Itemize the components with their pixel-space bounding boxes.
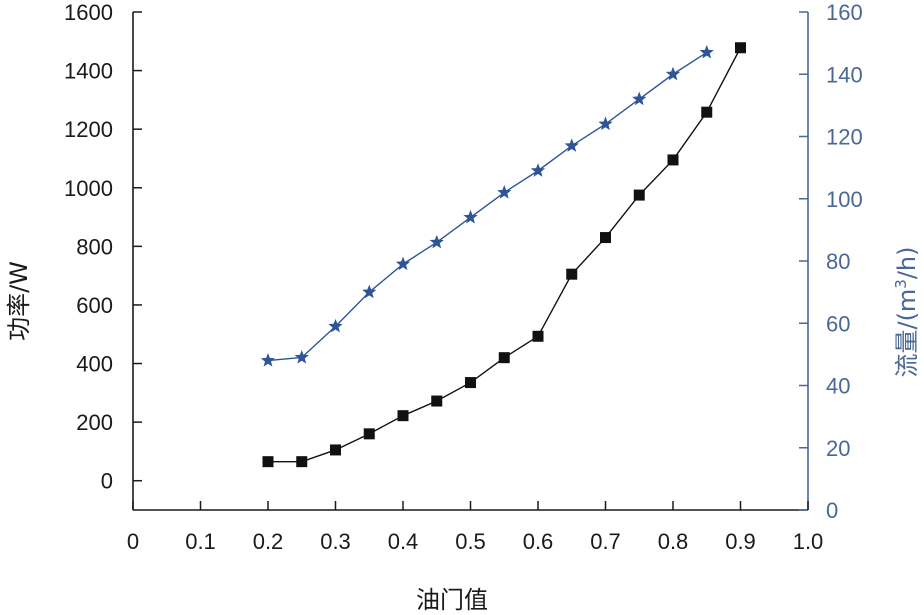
power-point bbox=[431, 395, 443, 407]
power-point bbox=[735, 42, 746, 54]
x-tick-label: 0.8 bbox=[658, 529, 689, 554]
power-point bbox=[532, 330, 544, 342]
right-tick-label: 20 bbox=[826, 436, 850, 461]
series-layer bbox=[260, 42, 746, 468]
power-point bbox=[701, 106, 713, 118]
right-axis-label: 流量/(m3/h) bbox=[892, 246, 921, 377]
power-point bbox=[296, 456, 308, 468]
right-tick-label: 100 bbox=[826, 187, 863, 212]
flow-point bbox=[665, 66, 681, 81]
power-point bbox=[397, 410, 409, 422]
power-point bbox=[465, 377, 476, 389]
left-tick-label: 600 bbox=[76, 293, 113, 318]
x-tick-label: 0.6 bbox=[523, 529, 554, 554]
power-line bbox=[268, 47, 742, 463]
flow-point bbox=[260, 353, 276, 367]
x-tick-label: 0.1 bbox=[185, 529, 216, 554]
left-tick-label: 0 bbox=[101, 469, 113, 494]
right-tick-label: 140 bbox=[826, 62, 863, 87]
flow-point bbox=[632, 91, 647, 106]
flow-point bbox=[497, 185, 512, 199]
right-tick-label: 40 bbox=[826, 374, 850, 399]
flow-point bbox=[362, 284, 377, 299]
right-tick-label: 80 bbox=[826, 249, 850, 274]
x-tick-label: 0.2 bbox=[253, 529, 284, 554]
power-point bbox=[330, 444, 341, 456]
left-tick-label: 1000 bbox=[64, 176, 113, 201]
power-point bbox=[600, 232, 611, 244]
flow-line bbox=[267, 51, 708, 362]
right-axis-label-suffix: /h) bbox=[893, 246, 921, 279]
left-tick-label: 800 bbox=[76, 234, 113, 259]
power-point bbox=[633, 189, 645, 201]
flow-point bbox=[395, 256, 411, 271]
power-point bbox=[363, 428, 375, 440]
flow-series bbox=[260, 44, 714, 367]
right-tick-label: 160 bbox=[826, 0, 863, 25]
x-axis-ticks: 0 0.1 0.2 0.3 0.4 0.5 0.6 0.7 0.8 0.9 1.0 bbox=[127, 501, 823, 554]
flow-point bbox=[328, 318, 343, 333]
power-series bbox=[262, 42, 746, 468]
power-point bbox=[667, 154, 679, 166]
x-tick-label: 1.0 bbox=[793, 529, 824, 554]
flow-point bbox=[699, 44, 714, 59]
right-tick-label: 120 bbox=[826, 125, 863, 150]
x-tick-label: 0 bbox=[127, 529, 139, 554]
x-axis-label: 油门值 bbox=[416, 586, 488, 614]
left-tick-label: 200 bbox=[76, 410, 113, 435]
right-axis-ticks: 0 20 40 60 80 100 120 140 160 bbox=[799, 0, 863, 523]
power-point bbox=[498, 352, 510, 364]
left-tick-label: 1400 bbox=[64, 59, 113, 84]
x-tick-label: 0.7 bbox=[590, 529, 621, 554]
flow-point bbox=[598, 116, 613, 131]
left-axis-ticks: 0 200 400 600 800 1000 1200 1400 1600 bbox=[64, 0, 142, 494]
x-tick-label: 0.9 bbox=[725, 529, 756, 554]
right-axis-label-sup: 3 bbox=[892, 279, 910, 289]
left-tick-label: 1200 bbox=[64, 117, 113, 142]
x-tick-label: 0.4 bbox=[388, 529, 419, 554]
left-axis-label: 功率/W bbox=[5, 261, 33, 341]
flow-point bbox=[530, 163, 546, 177]
flow-point bbox=[294, 349, 309, 364]
flow-point bbox=[564, 138, 579, 152]
right-tick-label: 60 bbox=[826, 311, 850, 336]
left-tick-label: 1600 bbox=[64, 0, 113, 25]
axes bbox=[132, 12, 809, 511]
x-tick-label: 0.5 bbox=[455, 529, 486, 554]
flow-point bbox=[429, 234, 444, 249]
power-point bbox=[566, 268, 578, 280]
right-tick-label: 0 bbox=[826, 498, 838, 523]
flow-point bbox=[463, 209, 478, 224]
x-tick-label: 0.3 bbox=[320, 529, 351, 554]
right-axis-label-prefix: 流量/(m bbox=[893, 289, 921, 378]
left-tick-label: 400 bbox=[76, 352, 113, 377]
power-point bbox=[262, 456, 274, 468]
